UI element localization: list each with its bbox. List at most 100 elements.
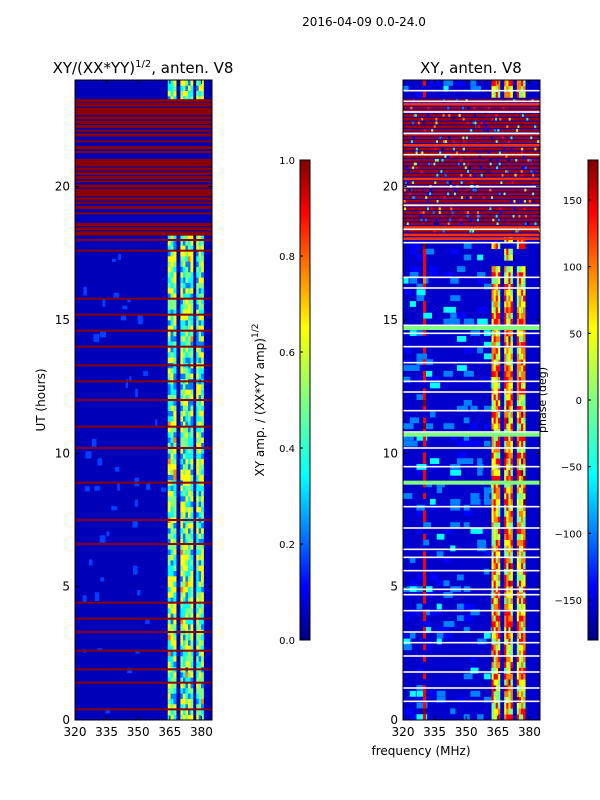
phase-cell	[508, 522, 511, 529]
left-y-tick-label: 0	[62, 713, 70, 727]
gap-line	[403, 569, 540, 572]
phase-cell	[470, 493, 480, 499]
phase-cell	[516, 306, 520, 314]
amplitude-cell	[173, 346, 177, 353]
amplitude-cell	[190, 261, 194, 267]
gap-line	[403, 111, 540, 113]
amplitude-cell	[182, 277, 186, 283]
phase-cell	[491, 382, 494, 389]
phase-cell	[523, 405, 526, 412]
phase-cell	[508, 533, 511, 540]
phase-cell	[521, 341, 524, 348]
amplitude-cell	[185, 384, 189, 390]
phase-cell	[495, 603, 499, 610]
amplitude-cell	[201, 416, 204, 422]
phase-cell	[456, 615, 468, 622]
phase-noise-speck	[472, 121, 475, 125]
amplitude-cell	[187, 698, 191, 705]
phase-cell	[506, 650, 509, 657]
phase-cell	[518, 336, 522, 343]
amplitude-cell	[167, 426, 171, 433]
amplitude-cell	[180, 448, 184, 454]
amplitude-cell	[185, 352, 189, 358]
amplitude-cell	[182, 442, 186, 449]
phase-cell	[523, 417, 526, 424]
amplitude-cell	[170, 512, 174, 518]
phase-cell	[463, 370, 474, 377]
phase-cell	[483, 283, 493, 290]
amplitude-cell	[170, 432, 174, 438]
phase-noise-speck	[476, 218, 479, 222]
phase-cell	[510, 353, 513, 360]
phase-noise-speck	[425, 196, 428, 199]
amplitude-cell	[185, 96, 189, 102]
phase-cell	[508, 528, 511, 535]
phase-cell	[523, 522, 526, 529]
phase-cell	[508, 597, 511, 604]
phase-cell	[510, 603, 513, 610]
amplitude-cell	[187, 549, 191, 555]
amplitude-cell	[196, 570, 199, 577]
phase-cell	[523, 394, 526, 401]
phase-cell	[523, 370, 526, 378]
phase-cell	[497, 522, 501, 529]
phase-cell	[470, 80, 477, 86]
phase-cell	[510, 306, 513, 314]
phase-cell	[523, 242, 526, 250]
phase-cell	[463, 417, 470, 424]
phase-cell	[491, 603, 494, 610]
amplitude-cell	[187, 330, 191, 337]
phase-noise-speck	[494, 117, 497, 121]
phase-noise-speck	[425, 218, 428, 222]
phase-cell	[504, 440, 507, 447]
phase-cell	[506, 85, 509, 92]
phase-cell	[521, 85, 524, 92]
phase-cell	[504, 522, 507, 529]
phase-noise-row	[403, 192, 540, 196]
phase-noise-speck	[524, 166, 527, 170]
phase-cell	[443, 632, 453, 639]
amplitude-cell	[182, 597, 186, 603]
phase-cell	[403, 440, 411, 447]
phase-noise-speck	[419, 214, 422, 218]
amplitude-cell	[190, 682, 194, 689]
phase-noise-speck	[444, 155, 447, 158]
phase-cell	[491, 557, 494, 564]
phase-noise-speck	[495, 140, 498, 143]
amplitude-cell	[180, 90, 184, 97]
amplitude-cell	[196, 245, 199, 251]
amplitude-cell	[196, 80, 199, 86]
amplitude-cell	[198, 698, 202, 705]
amplitude-cell	[201, 624, 204, 630]
phase-cell	[508, 475, 511, 482]
phase-cell	[463, 347, 473, 354]
phase-cell	[523, 341, 526, 348]
amplitude-cell	[196, 576, 199, 582]
phase-cell	[516, 551, 520, 558]
amplitude-cell	[196, 256, 199, 262]
amplitude-cell	[190, 693, 194, 699]
amplitude-cell	[180, 704, 184, 710]
phase-cell	[523, 458, 526, 465]
phase-cell	[508, 254, 511, 261]
phase-cell	[497, 702, 501, 709]
amplitude-cell	[173, 704, 177, 710]
phase-cell	[416, 574, 425, 581]
phase-noise-speck	[449, 181, 452, 184]
phase-noise-speck	[442, 99, 445, 102]
phase-cell	[495, 516, 499, 523]
amplitude-cell	[182, 677, 186, 683]
amplitude-cell	[198, 298, 202, 305]
amplitude-cell	[185, 453, 189, 459]
amplitude-cell	[180, 432, 184, 438]
phase-cell	[491, 295, 494, 302]
amplitude-cell	[182, 325, 186, 331]
phase-cell	[495, 394, 499, 401]
amplitude-cell	[201, 693, 204, 699]
amplitude-cell	[170, 682, 174, 689]
amplitude-cell	[182, 474, 186, 481]
gap-line	[403, 671, 540, 673]
phase-cell	[506, 80, 509, 87]
phase-noise-speck	[522, 166, 525, 170]
amplitude-cell	[180, 410, 184, 417]
